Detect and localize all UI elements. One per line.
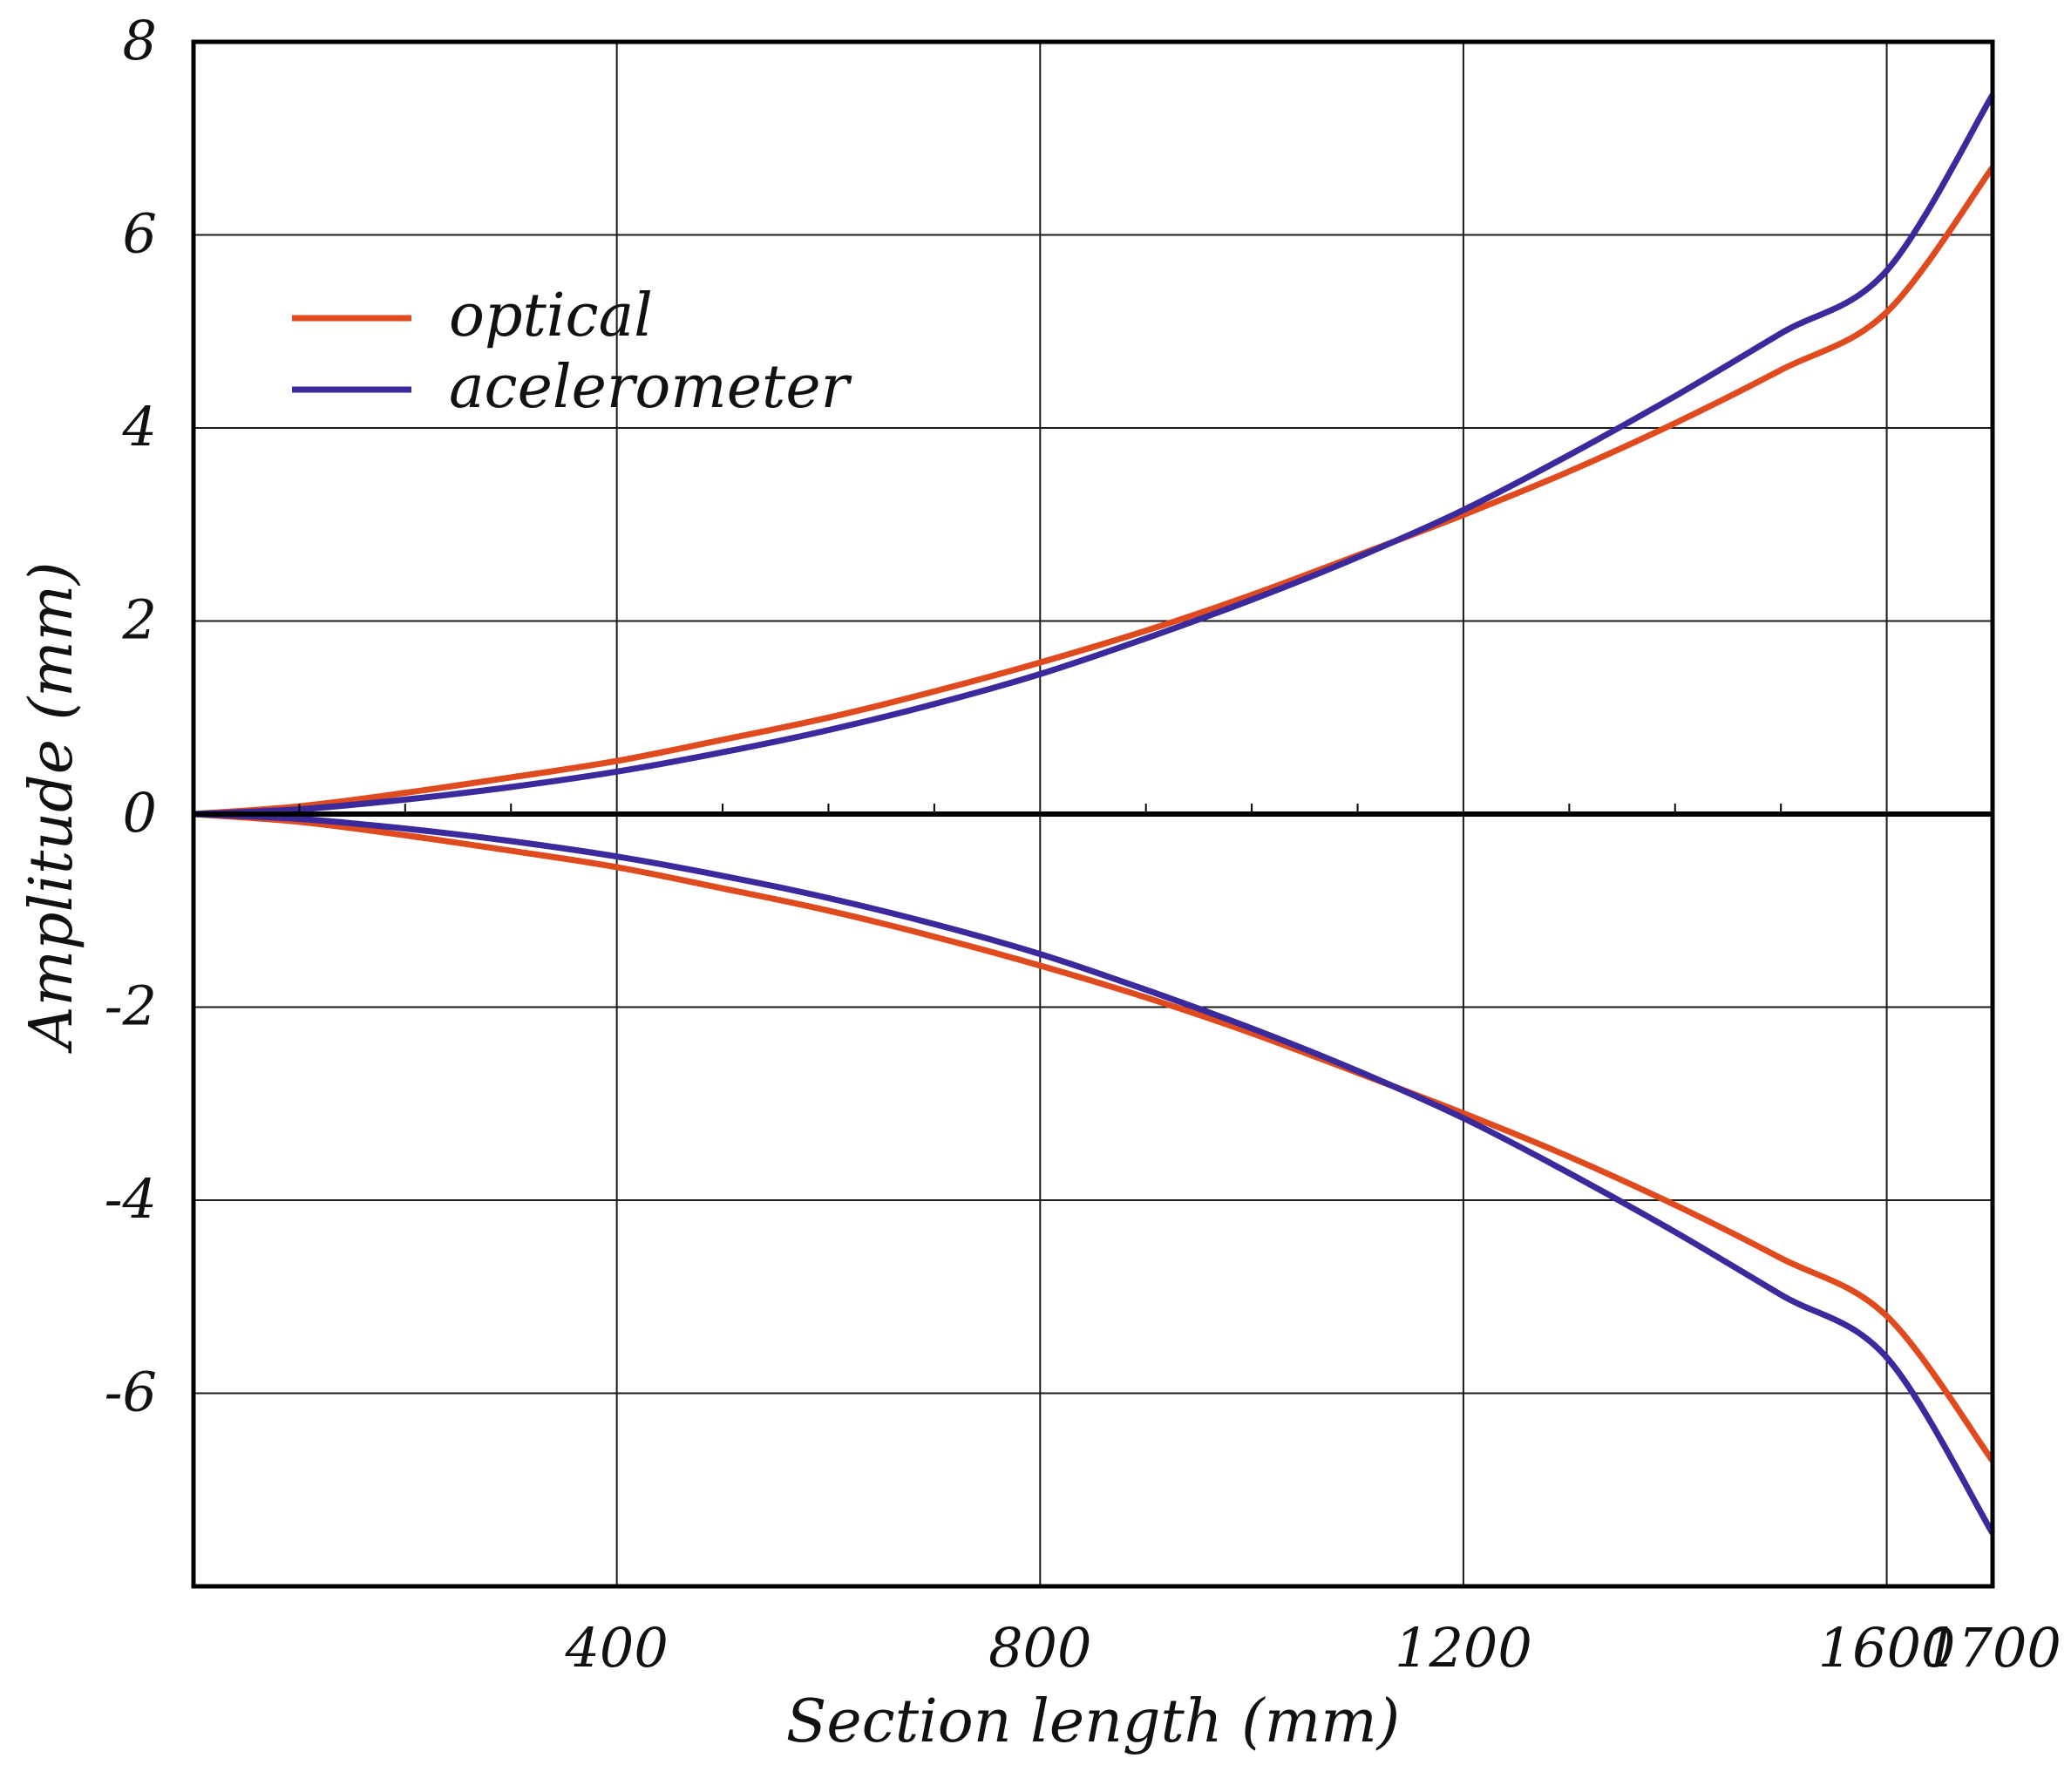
- x-tick-label: 1700: [1924, 1616, 2061, 1680]
- legend: optical acelerometer: [292, 282, 852, 422]
- y-tick-label: -2: [105, 974, 157, 1038]
- x-tick-label: 800: [988, 1616, 1091, 1680]
- x-tick-label: 1600: [1818, 1616, 1956, 1680]
- y-tick-label: 6: [123, 202, 157, 266]
- legend-label-optical: optical: [449, 282, 653, 350]
- y-axis-title: Amplitude (mm): [17, 561, 86, 1054]
- minor-ticks: [298, 804, 1993, 814]
- x-axis-title: Section length (mm): [786, 1687, 1400, 1756]
- y-tick-label: 2: [122, 588, 157, 652]
- y-tick-label: 4: [122, 395, 157, 458]
- data-series: [193, 93, 1996, 1535]
- series-line-acelerometer-upper: [193, 93, 1996, 818]
- y-tick-label: 8: [123, 9, 157, 72]
- y-tick-label: -6: [105, 1361, 157, 1424]
- y-tick-labels: 8 6 4 2 0 -2 -4 -6: [105, 9, 157, 1424]
- x-tick-label: 400: [564, 1616, 668, 1680]
- series-line-optical-upper: [193, 165, 1995, 818]
- grid-lines: [194, 42, 1993, 1586]
- series-line-acelerometer-lower: [193, 811, 1996, 1535]
- y-tick-label: -4: [105, 1167, 157, 1231]
- x-tick-label: 1200: [1395, 1616, 1532, 1680]
- legend-label-acelerometer: acelerometer: [449, 353, 852, 422]
- series-line-optical-lower: [193, 811, 1995, 1463]
- y-tick-label: 0: [123, 781, 157, 845]
